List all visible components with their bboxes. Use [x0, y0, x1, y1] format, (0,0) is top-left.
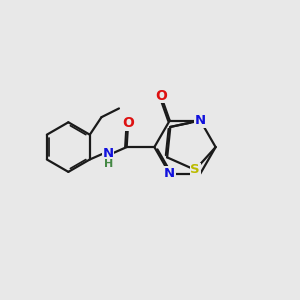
Text: S: S: [190, 163, 200, 176]
Text: N: N: [195, 114, 206, 127]
Text: H: H: [103, 159, 113, 170]
Text: N: N: [103, 147, 114, 160]
Text: O: O: [155, 89, 167, 103]
Text: O: O: [122, 116, 134, 130]
Text: N: N: [164, 167, 175, 180]
